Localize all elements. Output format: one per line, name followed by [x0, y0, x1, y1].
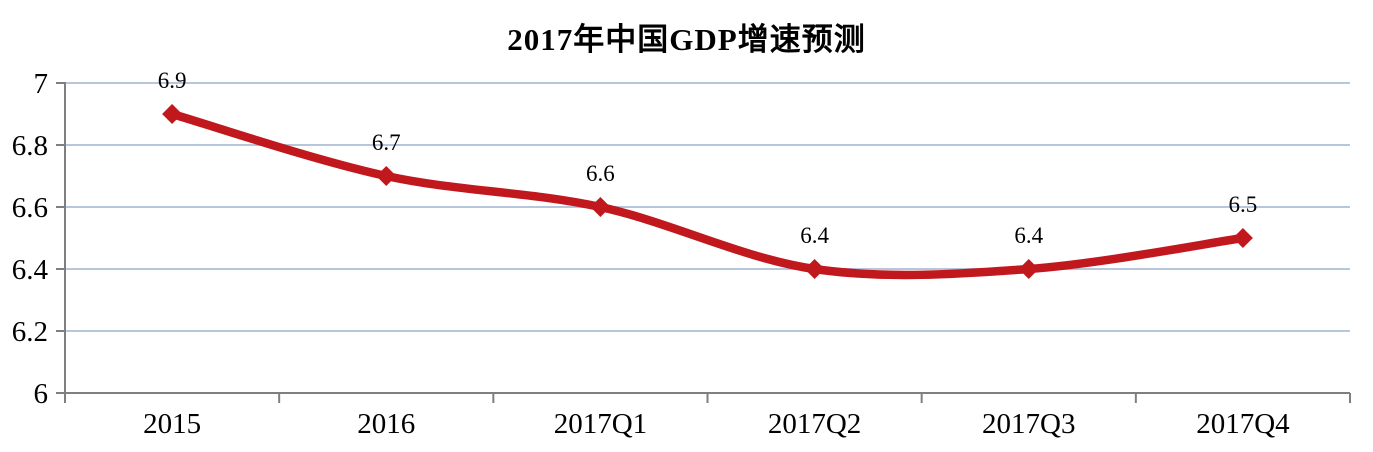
y-tick-label: 6.8: [12, 130, 48, 162]
data-point-marker: [1232, 228, 1253, 248]
x-category-label: 2016: [357, 408, 415, 440]
y-tick-label: 6: [34, 378, 49, 410]
data-point-marker: [590, 197, 611, 217]
data-point-label: 6.9: [158, 68, 187, 93]
data-point-marker: [162, 104, 183, 124]
data-point-label: 6.5: [1229, 192, 1258, 217]
series-line: [170, 109, 1244, 280]
data-point-label: 6.6: [586, 161, 615, 186]
x-category-label: 2017Q2: [768, 408, 861, 440]
y-tick-label: 6.6: [12, 192, 48, 224]
data-point-label: 6.4: [800, 223, 829, 248]
data-point-marker: [804, 259, 825, 279]
data-point-label: 6.4: [1014, 223, 1043, 248]
y-tick-label: 7: [34, 68, 49, 100]
data-point-marker: [1018, 259, 1039, 279]
chart-title: 2017年中国GDP增速预测: [507, 22, 866, 57]
data-point-marker: [376, 166, 397, 186]
x-category-label: 2015: [143, 408, 201, 440]
x-category-label: 2017Q1: [554, 408, 647, 440]
x-category-label: 2017Q4: [1196, 408, 1290, 440]
y-tick-label: 6.2: [12, 316, 48, 348]
data-point-label: 6.7: [372, 130, 401, 155]
y-tick-label: 6.4: [12, 254, 49, 286]
x-category-label: 2017Q3: [982, 408, 1075, 440]
